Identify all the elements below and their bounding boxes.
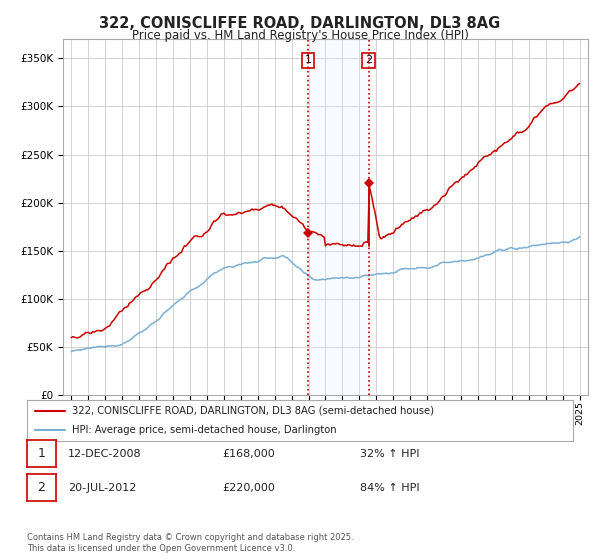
Text: HPI: Average price, semi-detached house, Darlington: HPI: Average price, semi-detached house,… [72, 424, 337, 435]
Text: 1: 1 [304, 55, 311, 66]
Text: 1: 1 [37, 447, 46, 460]
Text: 2: 2 [365, 55, 372, 66]
Text: £220,000: £220,000 [222, 483, 275, 493]
Text: 84% ↑ HPI: 84% ↑ HPI [360, 483, 419, 493]
Text: £168,000: £168,000 [222, 449, 275, 459]
Text: 12-DEC-2008: 12-DEC-2008 [68, 449, 142, 459]
Text: 2: 2 [37, 481, 46, 494]
Text: 20-JUL-2012: 20-JUL-2012 [68, 483, 136, 493]
Text: Contains HM Land Registry data © Crown copyright and database right 2025.
This d: Contains HM Land Registry data © Crown c… [27, 533, 353, 553]
Text: Price paid vs. HM Land Registry's House Price Index (HPI): Price paid vs. HM Land Registry's House … [131, 29, 469, 42]
Text: 322, CONISCLIFFE ROAD, DARLINGTON, DL3 8AG (semi-detached house): 322, CONISCLIFFE ROAD, DARLINGTON, DL3 8… [72, 406, 434, 416]
Bar [308, 39, 368, 395]
Text: 32% ↑ HPI: 32% ↑ HPI [360, 449, 419, 459]
Text: 322, CONISCLIFFE ROAD, DARLINGTON, DL3 8AG: 322, CONISCLIFFE ROAD, DARLINGTON, DL3 8… [100, 16, 500, 31]
